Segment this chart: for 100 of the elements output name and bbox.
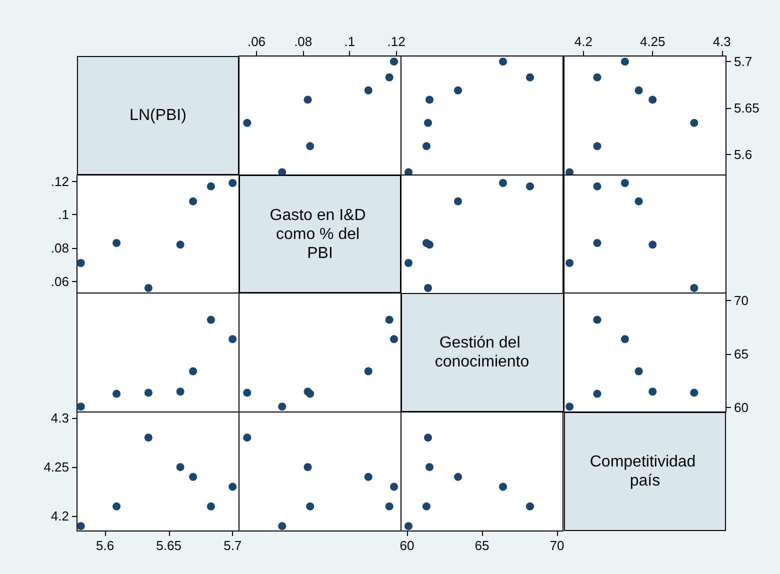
point — [306, 142, 314, 150]
y-tick-label: 65 — [734, 347, 748, 362]
y-tick-label: .06 — [50, 274, 69, 289]
point — [112, 502, 121, 511]
point — [422, 502, 431, 511]
y-tick-label: 4.3 — [50, 410, 69, 426]
point — [526, 73, 534, 82]
point — [526, 502, 534, 511]
point — [404, 522, 413, 530]
point — [243, 118, 252, 127]
point — [76, 522, 85, 530]
text: LN(PBI) — [130, 107, 186, 124]
point — [206, 316, 215, 324]
point — [176, 240, 184, 248]
point — [364, 86, 373, 94]
y-tick-label: 5.65 — [734, 100, 759, 116]
point — [304, 463, 312, 472]
point — [243, 389, 252, 398]
point — [243, 434, 252, 442]
point — [228, 482, 237, 491]
x-tick-label: 4.25 — [640, 34, 665, 49]
y-tick-label: 4.25 — [44, 460, 69, 475]
point — [278, 403, 286, 412]
point — [592, 182, 601, 190]
point — [386, 73, 394, 82]
point — [565, 258, 574, 267]
x-tick-label: 4.2 — [574, 34, 592, 49]
point — [424, 434, 432, 442]
x-tick-label: 5.65 — [156, 538, 182, 554]
point — [304, 96, 312, 104]
point — [690, 389, 698, 398]
point — [176, 463, 184, 472]
point — [76, 258, 85, 267]
point — [304, 388, 312, 396]
point — [499, 58, 508, 66]
point — [634, 197, 642, 206]
point — [620, 58, 629, 66]
y-tick-label: 5.7 — [734, 54, 752, 70]
point — [499, 482, 508, 491]
point — [592, 390, 601, 398]
text: Gasto en I&D como % del PBI — [270, 206, 370, 262]
point — [76, 403, 85, 412]
x-tick-label: .1 — [344, 34, 356, 49]
point — [690, 284, 698, 292]
point — [189, 197, 198, 206]
point — [228, 178, 237, 187]
point — [424, 118, 432, 127]
point — [620, 335, 629, 344]
point — [306, 502, 314, 511]
point — [634, 86, 642, 94]
point — [454, 473, 462, 481]
point — [390, 335, 398, 344]
point — [189, 473, 198, 481]
point — [422, 142, 431, 150]
point — [648, 388, 656, 396]
point — [390, 482, 398, 491]
point — [526, 182, 534, 190]
point — [206, 182, 215, 190]
x-tick-label: 4.3 — [712, 34, 730, 49]
point — [386, 502, 394, 511]
x-tick-label: 70 — [550, 538, 565, 554]
point — [634, 368, 642, 376]
point — [404, 258, 413, 267]
point — [228, 335, 237, 344]
x-tick-label: 5.7 — [224, 538, 242, 554]
point — [426, 463, 434, 472]
point — [565, 403, 574, 412]
point — [592, 142, 601, 150]
point — [364, 473, 373, 481]
point — [144, 389, 152, 398]
point — [620, 178, 629, 187]
y-tick-label: .12 — [50, 174, 69, 189]
point — [454, 86, 462, 94]
point — [454, 197, 462, 206]
y-tick-label: 70 — [734, 293, 748, 308]
point — [189, 368, 198, 376]
point — [206, 502, 215, 511]
y-tick-label: 4.2 — [50, 508, 69, 524]
x-tick-label: .06 — [248, 34, 266, 49]
point — [390, 58, 398, 66]
point — [426, 240, 434, 248]
point — [499, 178, 508, 187]
x-tick-label: 60 — [400, 538, 415, 554]
x-tick-label: 65 — [475, 538, 490, 554]
y-tick-label: 5.6 — [734, 147, 752, 162]
point — [648, 240, 656, 248]
x-tick-label: .12 — [387, 34, 406, 49]
y-tick-label: 60 — [734, 400, 748, 416]
point — [364, 368, 373, 376]
point — [426, 96, 434, 104]
point — [144, 434, 152, 442]
x-tick-label: .08 — [294, 34, 312, 49]
point — [176, 388, 184, 396]
x-tick-label: 5.6 — [96, 538, 114, 554]
point — [112, 238, 121, 247]
point — [278, 522, 286, 530]
point — [424, 284, 432, 292]
point — [386, 316, 394, 324]
text: Competitividad país — [589, 454, 700, 490]
y-tick-label: .1 — [58, 206, 69, 222]
